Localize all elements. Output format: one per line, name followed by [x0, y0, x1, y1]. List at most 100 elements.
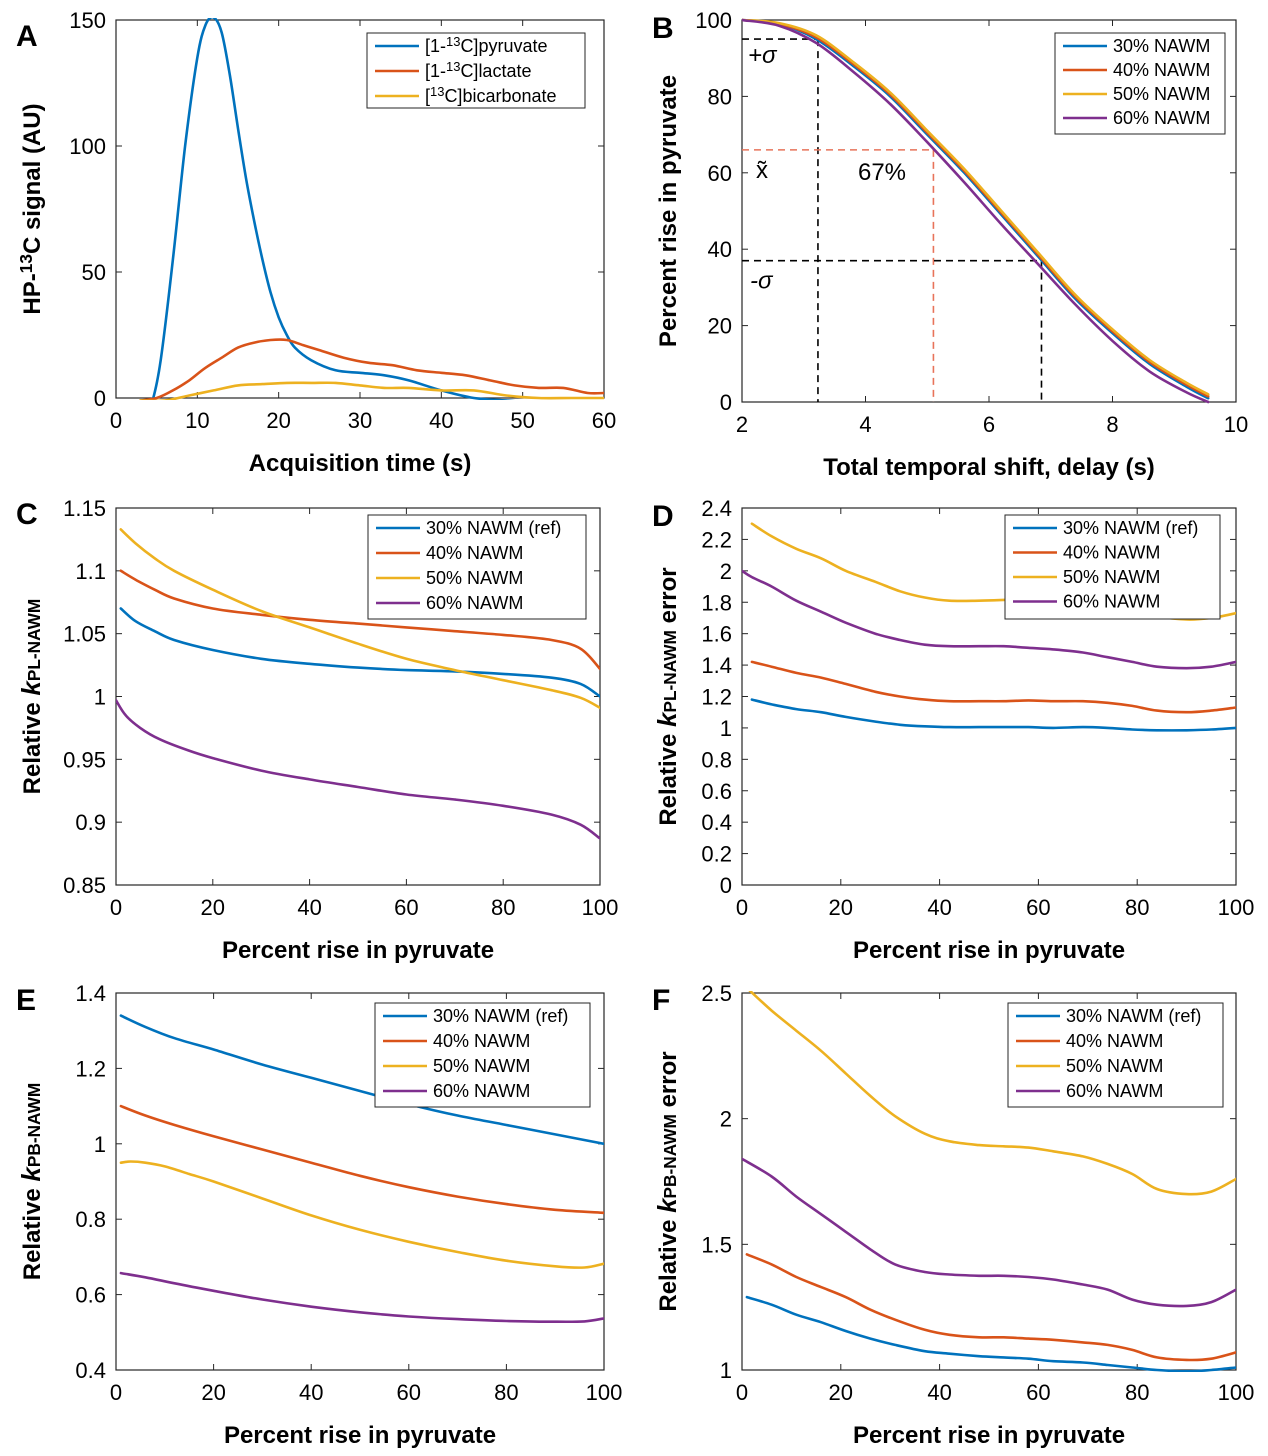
x-tick-label: 50 [510, 408, 534, 433]
x-tick-label: 2 [736, 412, 748, 437]
legend-entry: 40% NAWM [433, 1031, 530, 1051]
y-axis-title: HP-13C signal (AU) [16, 103, 46, 314]
series-line [119, 1014, 604, 1146]
y-tick-label: 0.4 [75, 1358, 106, 1383]
label-part: 13 [446, 34, 460, 49]
y-tick-label: 1.2 [75, 1056, 106, 1081]
series-line [119, 607, 600, 698]
label-part: k [654, 711, 682, 727]
series-line [742, 569, 1236, 670]
annotation-percent: 67% [858, 159, 906, 186]
label-part: k [18, 680, 46, 696]
y-tick-label: 2.5 [701, 981, 732, 1006]
label-part: [1- [425, 36, 446, 56]
x-tick-label: 4 [859, 412, 871, 437]
x-tick-label: 60 [394, 895, 418, 920]
legend: 30% NAWM 40% NAWM 50% NAWM 60% NAWM [1054, 32, 1226, 135]
label-part: C signal (AU) [19, 103, 46, 254]
y-axis-title: Relative kPB-NAWM error [654, 1051, 682, 1311]
y-tick-label: 1.1 [75, 559, 106, 584]
y-tick-label: 0.6 [75, 1283, 106, 1308]
label-part: HP- [19, 273, 46, 314]
y-tick-label: 1 [94, 685, 106, 710]
panel-letter-b: B [652, 12, 674, 45]
x-tick-label: 30 [348, 408, 372, 433]
x-tick-label: 40 [927, 895, 951, 920]
legend: 30% NAWM (ref) 40% NAWM 50% NAWM 60% NAWM [1007, 1002, 1224, 1108]
legend-box [374, 1002, 591, 1108]
y-tick-label: 0 [720, 390, 732, 415]
panel-letter-f: F [652, 984, 670, 1017]
y-tick-label: 1 [720, 1358, 732, 1383]
legend-entry: 40% NAWM [1113, 60, 1210, 80]
y-tick-label: 1.15 [63, 496, 106, 521]
y-tick-label: 1.4 [75, 981, 106, 1006]
y-axis-title: Percent rise in pyruvate [655, 75, 682, 347]
x-tick-label: 20 [201, 895, 225, 920]
panel-letter-e: E [16, 984, 36, 1017]
legend-entry: 60% NAWM [433, 1081, 530, 1101]
x-tick-label: 40 [299, 1380, 323, 1405]
y-tick-label: 1.2 [701, 685, 732, 710]
y-axis-title: Relative kPL-NAWM error [654, 567, 682, 825]
label-part: Relative [19, 696, 46, 795]
x-axis-title: Percent rise in pyruvate [224, 1422, 496, 1449]
y-tick-label: 0.8 [75, 1207, 106, 1232]
legend-entry: 50% NAWM [1066, 1056, 1163, 1076]
series-line [116, 699, 600, 840]
x-tick-label: 80 [491, 895, 515, 920]
label-part: error [655, 567, 682, 630]
x-tick-label: 40 [429, 408, 453, 433]
x-tick-label: 20 [266, 408, 290, 433]
y-tick-label: 1 [94, 1132, 106, 1157]
series-line [139, 338, 604, 400]
x-tick-label: 10 [185, 408, 209, 433]
legend-entry: [13C]bicarbonate [425, 84, 557, 106]
legend-entry: 30% NAWM [1113, 36, 1210, 56]
y-tick-label: 0.2 [701, 842, 732, 867]
axes-box [115, 992, 605, 1371]
x-axis-title: Percent rise in pyruvate [853, 1422, 1125, 1449]
y-tick-label: 0.9 [75, 810, 106, 835]
axes-box [741, 19, 1237, 403]
x-tick-label: 20 [829, 895, 853, 920]
x-tick-label: 100 [586, 1380, 623, 1405]
label-part: 13 [430, 84, 444, 99]
label-part: PB-NAWM [660, 1114, 680, 1198]
y-tick-label: 0 [94, 386, 106, 411]
legend-entry: [1-13C]lactate [425, 59, 531, 81]
panel-letter-d: D [652, 500, 674, 533]
y-tick-label: 150 [69, 8, 106, 33]
series-line [119, 1271, 604, 1324]
x-tick-label: 6 [983, 412, 995, 437]
y-tick-label: 20 [708, 314, 732, 339]
series-group [742, 991, 1236, 1372]
label-part: PL-NAWM [24, 599, 44, 681]
panel-d: 0 20 40 60 80 100 0 0.2 0.4 0.6 0.8 1 1.2 1.4 1.6 1.8 2 2… [652, 496, 1254, 964]
series-line [750, 660, 1236, 714]
y-tick-label: 2 [720, 1107, 732, 1132]
y-tick-label: 80 [708, 84, 732, 109]
annotation-minus-sigma: -σ [750, 268, 774, 295]
annotation-plus-sigma: +σ [748, 42, 778, 69]
x-tick-label: 0 [736, 895, 748, 920]
x-tick-label: 10 [1224, 412, 1248, 437]
label-part: [ [425, 86, 430, 106]
legend-entry: 60% NAWM [1113, 108, 1210, 128]
label-part: PB-NAWM [24, 1083, 44, 1167]
legend-entry: 40% NAWM [1063, 543, 1160, 563]
label-part: Relative [655, 727, 682, 826]
series-group [742, 18, 1210, 404]
legend-entry: 40% NAWM [426, 543, 523, 563]
x-axis-title: Acquisition time (s) [249, 450, 472, 477]
x-tick-label: 60 [1026, 1380, 1050, 1405]
legend-entry: 50% NAWM [426, 568, 523, 588]
label-part: Relative [655, 1213, 682, 1312]
y-axis-title: Relative kPL-NAWM [18, 599, 46, 795]
x-tick-label: 80 [1125, 1380, 1149, 1405]
y-tick-label: 1.6 [701, 622, 732, 647]
label-part: 13 [446, 59, 460, 74]
series-line [139, 381, 604, 400]
label-part: Relative [19, 1182, 46, 1281]
